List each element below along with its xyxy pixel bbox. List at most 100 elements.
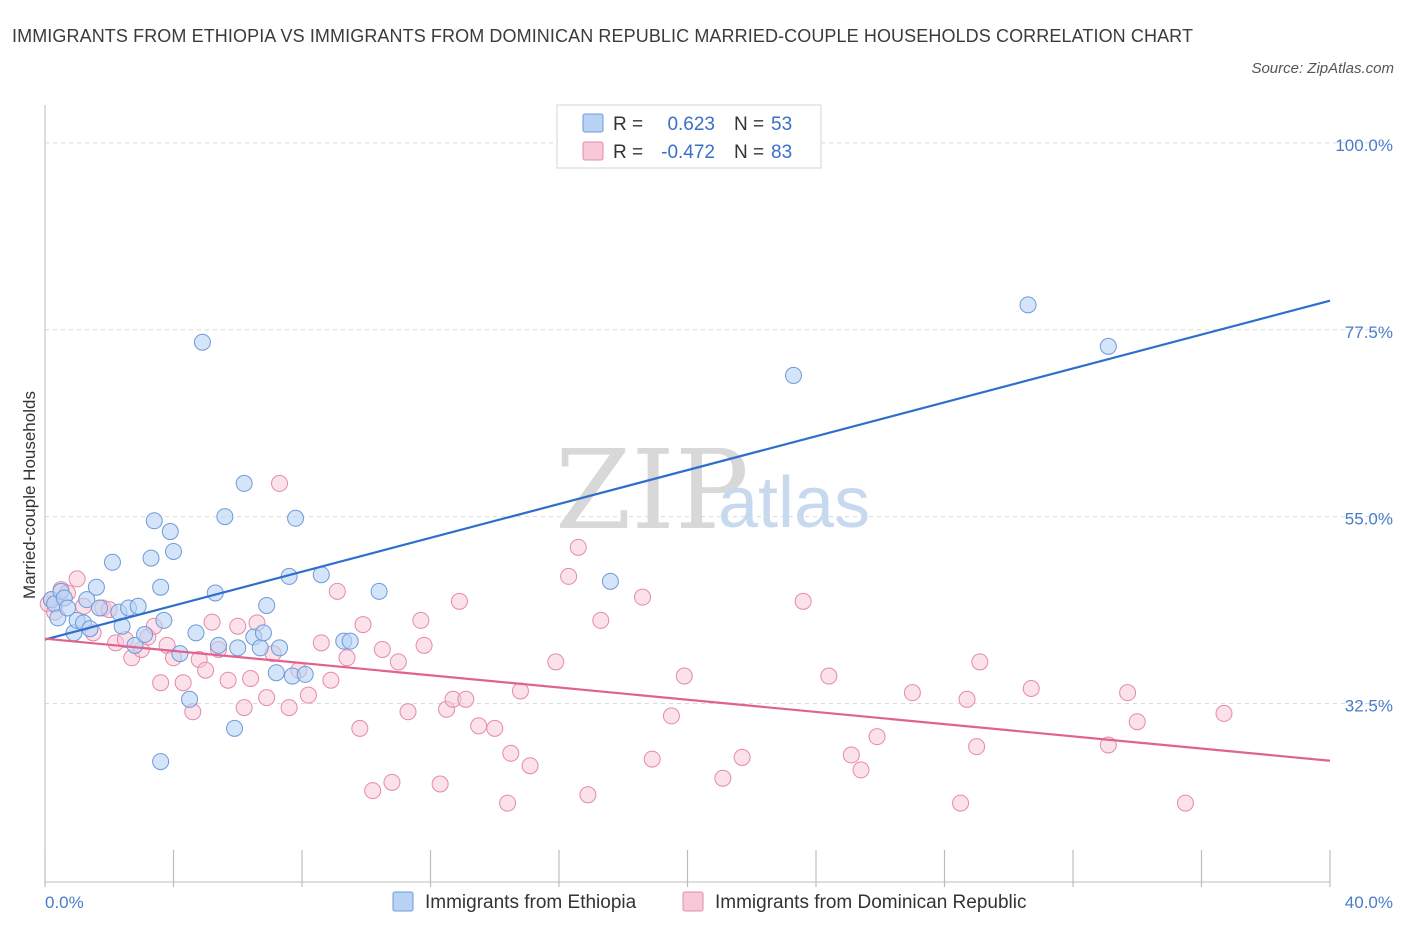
ethiopia-point [370, 582, 388, 600]
ethiopia-point [226, 719, 244, 737]
dominican-point [415, 636, 433, 654]
dominican-point [903, 684, 921, 702]
dominican-point [952, 794, 970, 812]
dominican-point [174, 674, 192, 692]
ethiopia-point [155, 611, 173, 629]
ethiopia-point [209, 636, 227, 654]
ethiopia-point [142, 549, 160, 567]
ethiopia-point [58, 599, 76, 617]
dominican-point [389, 653, 407, 671]
ethiopia-point [1019, 296, 1037, 314]
dominican-point [271, 474, 289, 492]
ethiopia-point [267, 664, 285, 682]
ethiopia-point [161, 523, 179, 541]
legend-n-label-ethiopia: N = [734, 114, 764, 135]
dominican-point [820, 667, 838, 685]
ethiopia-point [785, 366, 803, 384]
dominican-point [457, 690, 475, 708]
dominican-point [486, 719, 504, 737]
dominican-point [852, 761, 870, 779]
legend-n-label-dominican: N = [734, 142, 764, 163]
y-tick-label: 55.0% [1345, 510, 1393, 529]
dominican-point [560, 567, 578, 585]
bottom-legend-swatch-dominican [682, 891, 704, 912]
dominican-point [328, 582, 346, 600]
ethiopia-point [271, 639, 289, 657]
y-tick-label: 100.0% [1335, 136, 1393, 155]
x-tick-label-min: 0.0% [45, 893, 84, 912]
ethiopia-point [87, 578, 105, 596]
legend-r-label-ethiopia: R = [613, 114, 643, 135]
bottom-legend-label-ethiopia: Immigrants from Ethiopia [425, 892, 637, 913]
dominican-point [431, 775, 449, 793]
legend-swatch-dominican [582, 141, 604, 161]
dominican-point [203, 613, 221, 631]
dominican-point [842, 746, 860, 764]
dominican-point [338, 649, 356, 667]
dominican-point [675, 667, 693, 685]
dominican-point [1119, 684, 1137, 702]
dominican-point [733, 748, 751, 766]
dominican-point [521, 757, 539, 775]
dominican-point [68, 570, 86, 588]
ethiopia-point [165, 542, 182, 560]
bottom-legend-label-dominican: Immigrants from Dominican Republic [715, 892, 1027, 913]
ethiopia-points [42, 296, 1117, 771]
ethiopia-point [181, 690, 199, 708]
ethiopia-point [601, 572, 619, 590]
dominican-point [322, 671, 340, 689]
chart-title: IMMIGRANTS FROM ETHIOPIA VS IMMIGRANTS F… [12, 26, 1194, 46]
ethiopia-point [251, 639, 269, 657]
dominican-point [258, 689, 276, 707]
dominican-point [1128, 713, 1146, 731]
dominican-point [971, 653, 989, 671]
ethiopia-point [152, 578, 170, 596]
dominican-point [958, 690, 976, 708]
ethiopia-point [258, 596, 276, 614]
dominican-point [714, 769, 732, 787]
y-tick-label: 77.5% [1345, 323, 1393, 342]
ethiopia-point [254, 624, 272, 642]
axes [44, 105, 1331, 887]
dominican-point [634, 588, 652, 606]
ethiopia-point [103, 553, 121, 571]
trend-lines [44, 299, 1331, 762]
x-tick-labels: 0.0% 40.0% [45, 893, 1393, 912]
legend-swatch-ethiopia [582, 113, 604, 133]
dominican-point [280, 699, 298, 717]
y-tick-label: 32.5% [1345, 696, 1393, 715]
dominican-point [592, 611, 610, 629]
source-label: Source: ZipAtlas.com [1251, 60, 1394, 77]
ethiopia-point [216, 508, 234, 526]
x-tick-label-max: 40.0% [1345, 893, 1393, 912]
dominican-point [354, 616, 372, 634]
dominican-point [229, 617, 247, 635]
ethiopia-point [296, 665, 314, 683]
dominican-point [579, 786, 597, 804]
ethiopia-trend-line [44, 299, 1331, 641]
dominican-point [235, 699, 253, 717]
dominican-point [412, 611, 430, 629]
dominican-point [569, 538, 587, 556]
dominican-point [499, 794, 517, 812]
ethiopia-point [145, 512, 163, 530]
ethiopia-point [171, 645, 189, 663]
dominican-point [868, 728, 886, 746]
dominican-point [470, 717, 488, 735]
dominican-point [1022, 680, 1040, 698]
dominican-point [794, 592, 812, 610]
dominican-point [383, 773, 401, 791]
dominican-point [197, 661, 215, 679]
ethiopia-point [152, 753, 170, 771]
watermark-zip: ZIP [555, 426, 749, 554]
legend-n-value-ethiopia: 53 [771, 114, 792, 135]
ethiopia-point [287, 509, 305, 527]
dominican-point [547, 653, 565, 671]
ethiopia-point [1099, 337, 1117, 355]
correlation-legend: R = 0.623 N = 53 R = -0.472 N = 83 [556, 104, 822, 169]
ethiopia-point [229, 639, 247, 657]
ethiopia-point [193, 333, 211, 351]
dominican-point [399, 703, 417, 721]
dominican-point [643, 750, 661, 768]
